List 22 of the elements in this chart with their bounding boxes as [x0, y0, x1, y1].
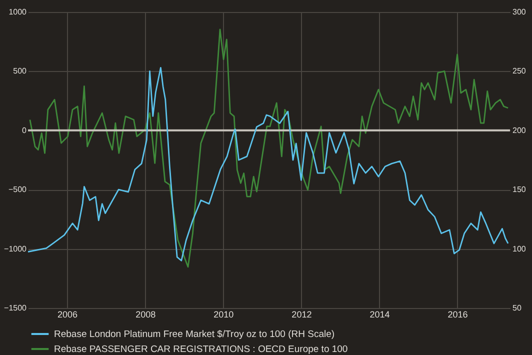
y2-tick-label: 250 — [512, 66, 526, 76]
line-series — [28, 66, 509, 262]
y2-tick-label: 100 — [512, 244, 526, 254]
x-tick-label: 2016 — [448, 310, 468, 320]
y-tick-label: 1000 — [8, 8, 28, 16]
x-tick-label: 2014 — [370, 310, 390, 320]
x-tick-label: 2008 — [136, 310, 156, 320]
legend-label: Rebase PASSENGER CAR REGISTRATIONS : OECD Europe to 100 — [54, 344, 348, 355]
y-tick-label: −1000 — [4, 244, 28, 254]
y2-tick-label: 150 — [512, 185, 526, 194]
y2-tick-label: 300 — [512, 8, 526, 16]
y-tick-label: −1500 — [4, 304, 28, 312]
y2-tick-label: 200 — [512, 126, 526, 135]
y2-tick-label: 50 — [512, 304, 522, 312]
x-tick-label: 2012 — [292, 310, 312, 320]
y-tick-label: 0 — [22, 126, 28, 135]
x-tick-label: 2010 — [214, 310, 234, 320]
x-tick-label: 2006 — [58, 310, 78, 320]
legend-label: Rebase London Platinum Free Market $/Troy oz to 100 (RH Scale) — [54, 329, 335, 340]
y-tick-label: −500 — [8, 185, 28, 194]
y-tick-label: 500 — [13, 66, 28, 76]
line-series — [29, 28, 509, 268]
